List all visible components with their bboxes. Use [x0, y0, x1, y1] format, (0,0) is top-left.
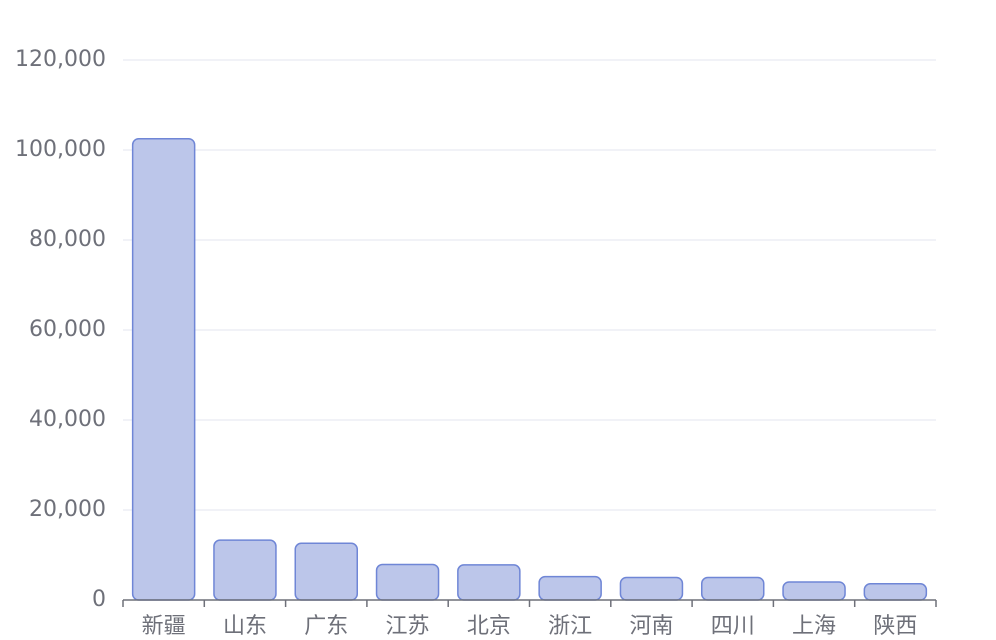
bar-四川[interactable]	[701, 576, 765, 601]
bar-浙江[interactable]	[538, 575, 602, 601]
x-tick-label: 四川	[711, 614, 755, 639]
bar-河南[interactable]	[619, 576, 684, 601]
x-tick-label: 陕西	[873, 614, 917, 639]
y-tick-label: 80,000	[29, 227, 106, 252]
x-tick-label: 浙江	[548, 614, 592, 639]
y-axis-tick-labels: 0 20,000 40,000 60,000 80,000 100,000 120,000	[15, 47, 106, 612]
y-tick-label: 120,000	[15, 47, 106, 72]
x-tick-label: 山东	[223, 614, 267, 639]
x-axis	[122, 599, 937, 607]
y-tick-label: 60,000	[29, 317, 106, 342]
bar-北京[interactable]	[457, 564, 521, 601]
y-tick-label: 20,000	[29, 497, 106, 522]
y-tick-label: 40,000	[29, 407, 106, 432]
y-tick-label: 0	[92, 587, 106, 612]
x-tick-label: 广东	[304, 614, 348, 639]
bar-山东[interactable]	[213, 539, 277, 601]
grid-lines	[123, 59, 936, 511]
x-tick-label: 上海	[792, 614, 836, 639]
x-tick-label: 河南	[629, 614, 673, 639]
bar-广东[interactable]	[294, 542, 358, 601]
bar-上海[interactable]	[782, 581, 846, 601]
x-tick-label: 北京	[467, 614, 511, 639]
y-tick-label: 100,000	[15, 137, 106, 162]
bar-江苏[interactable]	[375, 563, 440, 601]
bars	[131, 138, 928, 601]
x-axis-tick-labels: 新疆 山东 广东 江苏 北京 浙江 河南 四川 上海 陕西	[142, 614, 918, 639]
bar-新疆[interactable]	[131, 138, 196, 601]
bar-陕西[interactable]	[863, 583, 928, 601]
x-tick-label: 江苏	[386, 614, 430, 639]
x-tick-label: 新疆	[142, 614, 186, 639]
